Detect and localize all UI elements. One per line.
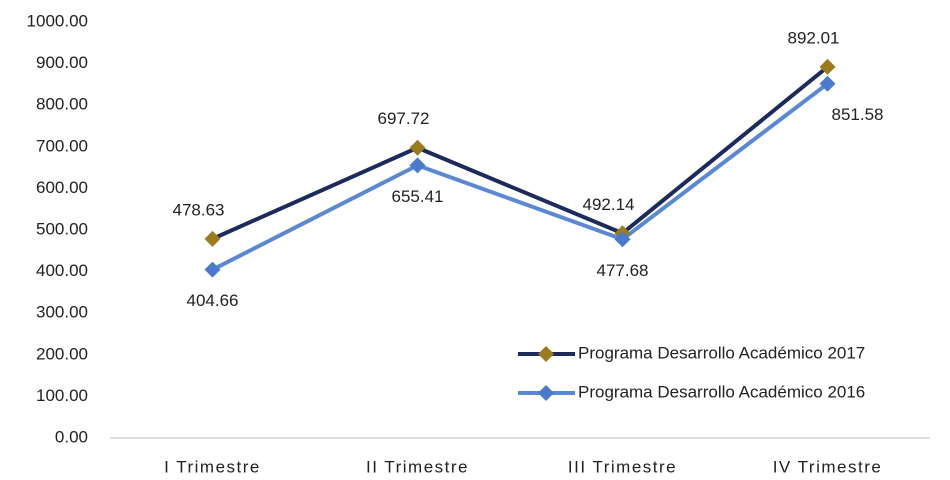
y-tick-label: 900.00 [36,53,88,72]
marker [204,261,221,278]
marker [409,139,426,156]
data-label: 851.58 [832,105,884,124]
data-label: 404.66 [187,291,239,310]
data-label: 892.01 [788,28,840,47]
series-line [211,82,829,272]
y-tick-label: 800.00 [36,95,88,114]
x-tick-label: III Trimestre [568,457,677,476]
x-tick-label: IV Trimestre [773,457,883,476]
series-line [211,65,829,241]
legend-label: Programa Desarrollo Académico 2017 [578,343,865,362]
marker [614,231,631,248]
y-tick-label: 500.00 [36,219,88,238]
y-tick-label: 400.00 [36,261,88,280]
x-tick-label: I Trimestre [164,457,261,476]
legend-marker [538,346,554,362]
y-tick-label: 0.00 [55,427,88,446]
marker [819,75,836,92]
data-label: 492.14 [583,195,635,214]
legend-marker [538,385,554,401]
data-label: 655.41 [392,187,444,206]
x-tick-label: II Trimestre [366,457,469,476]
marker [819,58,836,75]
marker [409,157,426,174]
legend-label: Programa Desarrollo Académico 2016 [578,382,865,401]
y-tick-label: 200.00 [36,344,88,363]
data-label: 477.68 [597,261,649,280]
y-tick-label: 1000.00 [27,11,88,30]
y-tick-label: 100.00 [36,386,88,405]
y-tick-label: 300.00 [36,303,88,322]
data-label: 478.63 [173,200,225,219]
marker [204,230,221,247]
data-label: 697.72 [378,109,430,128]
y-tick-label: 700.00 [36,136,88,155]
y-tick-label: 600.00 [36,178,88,197]
